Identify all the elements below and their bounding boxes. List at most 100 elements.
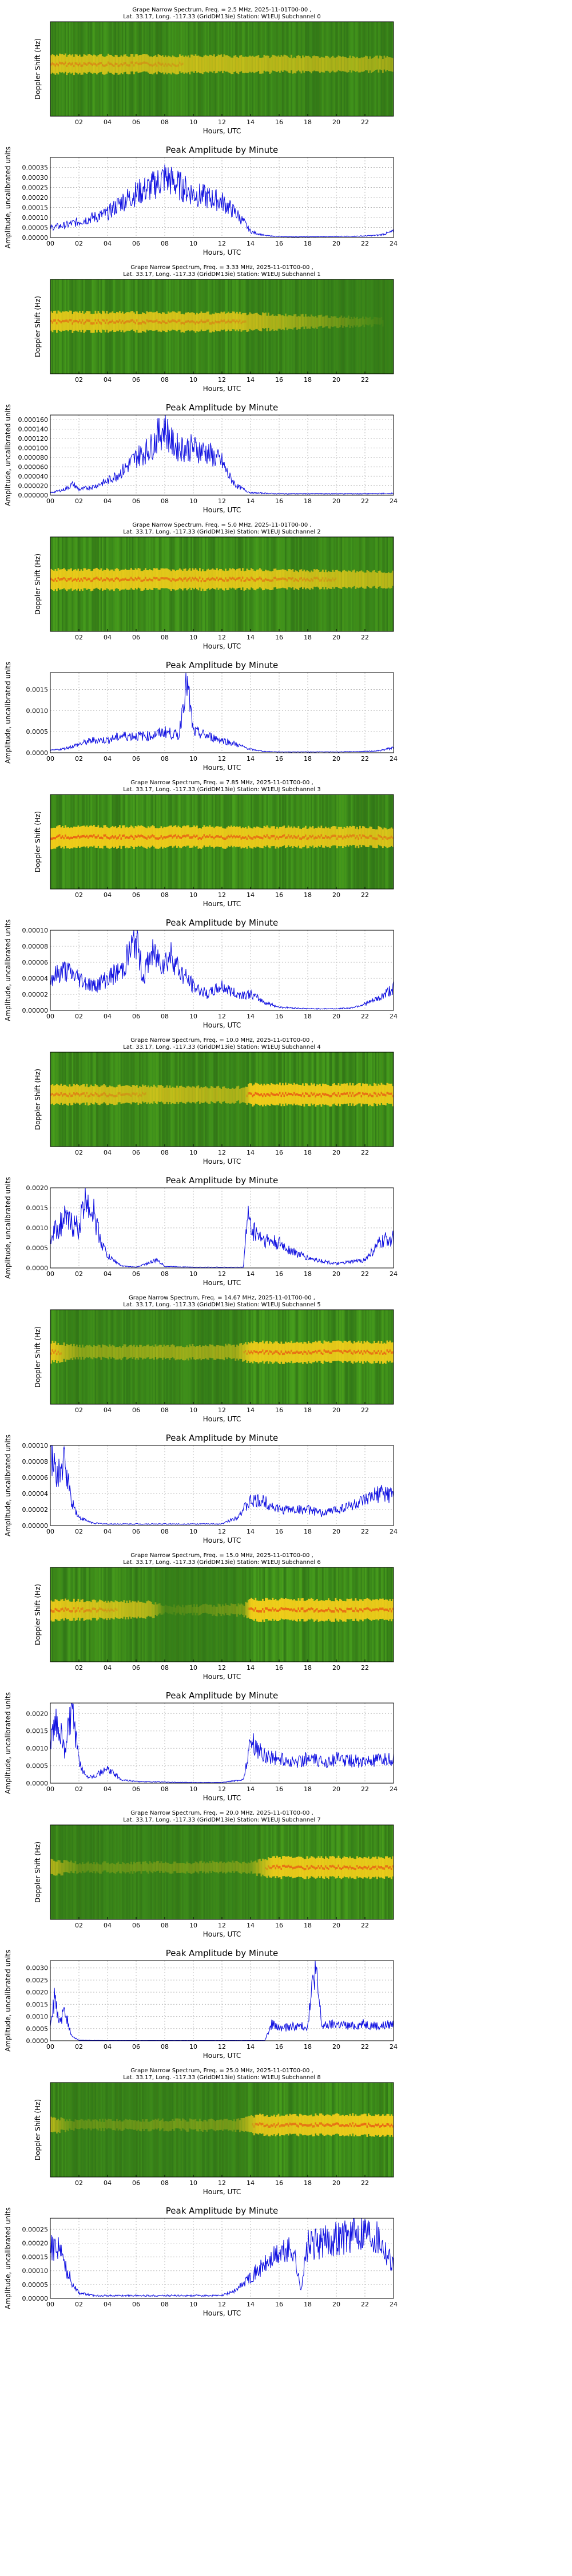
signal-band-segment xyxy=(86,1345,88,1357)
signal-band-segment xyxy=(273,55,275,71)
signal-core-segment xyxy=(133,1092,135,1095)
signal-band-segment xyxy=(189,313,191,331)
y-tick-label: 0.00020 xyxy=(22,194,49,202)
signal-core-segment xyxy=(308,1350,309,1353)
signal-core-segment xyxy=(189,836,191,839)
signal-band-segment xyxy=(193,1604,195,1613)
signal-band-segment xyxy=(185,1088,186,1104)
signal-core-segment xyxy=(140,834,142,837)
signal-band-segment xyxy=(208,568,209,588)
signal-band-segment xyxy=(133,1344,135,1358)
spectrogram-streak xyxy=(153,1310,155,1404)
x-tick-label: 24 xyxy=(390,1270,398,1278)
x-axis-label: Hours, UTC xyxy=(203,248,241,256)
signal-band-segment xyxy=(226,1088,228,1104)
signal-band-segment xyxy=(229,56,231,73)
amplitude-title: Peak Amplitude by Minute xyxy=(166,145,278,155)
signal-core-segment xyxy=(96,1610,98,1613)
signal-core-segment xyxy=(253,1609,255,1612)
x-tick-label: 12 xyxy=(218,1013,226,1020)
signal-core-segment xyxy=(272,579,274,582)
y-tick-label: 0.00006 xyxy=(22,1474,49,1481)
y-axis-label: Amplitude, uncalibrated units xyxy=(4,1177,12,1279)
signal-core-segment xyxy=(309,1352,311,1354)
signal-core-segment xyxy=(94,836,97,839)
signal-band-segment xyxy=(222,570,224,590)
signal-band-segment xyxy=(385,828,387,847)
signal-core-segment xyxy=(180,836,182,839)
signal-core-segment xyxy=(152,64,154,67)
signal-band-segment xyxy=(317,570,320,588)
x-tick-label: 16 xyxy=(275,1270,283,1278)
signal-core-segment xyxy=(379,1352,381,1355)
signal-core-segment xyxy=(269,1609,271,1611)
signal-core-segment xyxy=(112,835,114,837)
spectrogram-streak xyxy=(120,1310,122,1404)
signal-core-segment xyxy=(288,1092,289,1095)
x-tick-label: 24 xyxy=(390,1013,398,1020)
signal-core-segment xyxy=(378,834,380,837)
signal-core-segment xyxy=(232,576,234,579)
signal-core-segment xyxy=(312,579,314,582)
x-tick-label: 20 xyxy=(332,240,340,247)
signal-core-segment xyxy=(133,579,135,582)
signal-core-segment xyxy=(349,834,351,837)
signal-band-segment xyxy=(220,311,223,330)
signal-band-segment xyxy=(160,568,162,588)
signal-band-segment xyxy=(323,57,325,73)
signal-band-segment xyxy=(233,1604,235,1615)
spectrogram-streak xyxy=(196,1567,198,1662)
signal-band-segment xyxy=(196,1086,198,1102)
signal-band-segment xyxy=(265,570,267,589)
x-tick-label: 22 xyxy=(361,1270,369,1278)
signal-band-segment xyxy=(385,573,387,589)
signal-core-segment xyxy=(386,1092,388,1095)
signal-band-segment xyxy=(242,1604,244,1615)
signal-band-segment xyxy=(192,1344,194,1358)
y-tick-label: 0.00010 xyxy=(22,214,49,222)
spectrogram-streak xyxy=(165,1567,166,1662)
signal-core-segment xyxy=(157,837,160,840)
signal-core-segment xyxy=(65,1093,66,1096)
signal-core-segment xyxy=(193,321,195,323)
signal-band-segment xyxy=(209,570,211,590)
signal-band-segment xyxy=(332,570,334,587)
signal-core-segment xyxy=(299,837,301,840)
spectrogram-streak xyxy=(349,279,351,374)
signal-band-segment xyxy=(355,572,357,589)
signal-core-segment xyxy=(129,320,131,323)
y-tick-label: 0.0015 xyxy=(26,1204,49,1212)
x-tick-label: 18 xyxy=(304,1013,312,1020)
signal-band-segment xyxy=(369,826,371,846)
signal-band-segment xyxy=(156,1604,158,1617)
signal-band-segment xyxy=(237,1603,240,1614)
signal-band-segment xyxy=(77,313,80,332)
signal-band-segment xyxy=(246,1602,248,1618)
y-tick-label: 0.00030 xyxy=(22,174,49,181)
signal-band-segment xyxy=(93,1345,95,1358)
signal-band-segment xyxy=(374,570,375,586)
x-tick-label: 18 xyxy=(304,634,312,641)
signal-core-segment xyxy=(54,319,57,322)
signal-core-segment xyxy=(108,322,109,325)
signal-band-segment xyxy=(102,310,104,330)
signal-band-segment xyxy=(379,318,381,325)
signal-core-segment xyxy=(337,1349,340,1352)
signal-core-segment xyxy=(337,1092,340,1095)
signal-core-segment xyxy=(50,319,52,322)
signal-band-segment xyxy=(202,313,204,331)
signal-band-segment xyxy=(85,1346,86,1358)
y-tick-label: 0.0020 xyxy=(26,1710,49,1717)
signal-core-segment xyxy=(293,1608,295,1611)
signal-core-segment xyxy=(122,835,124,837)
signal-core-segment xyxy=(217,835,220,838)
signal-core-segment xyxy=(125,1093,126,1096)
signal-core-segment xyxy=(67,578,69,581)
signal-band-segment xyxy=(342,570,344,588)
signal-band-segment xyxy=(193,313,195,331)
signal-band-segment xyxy=(149,569,151,589)
signal-core-segment xyxy=(372,1608,374,1611)
signal-band-segment xyxy=(251,313,252,330)
signal-core-segment xyxy=(59,578,61,581)
signal-core-segment xyxy=(114,578,117,580)
